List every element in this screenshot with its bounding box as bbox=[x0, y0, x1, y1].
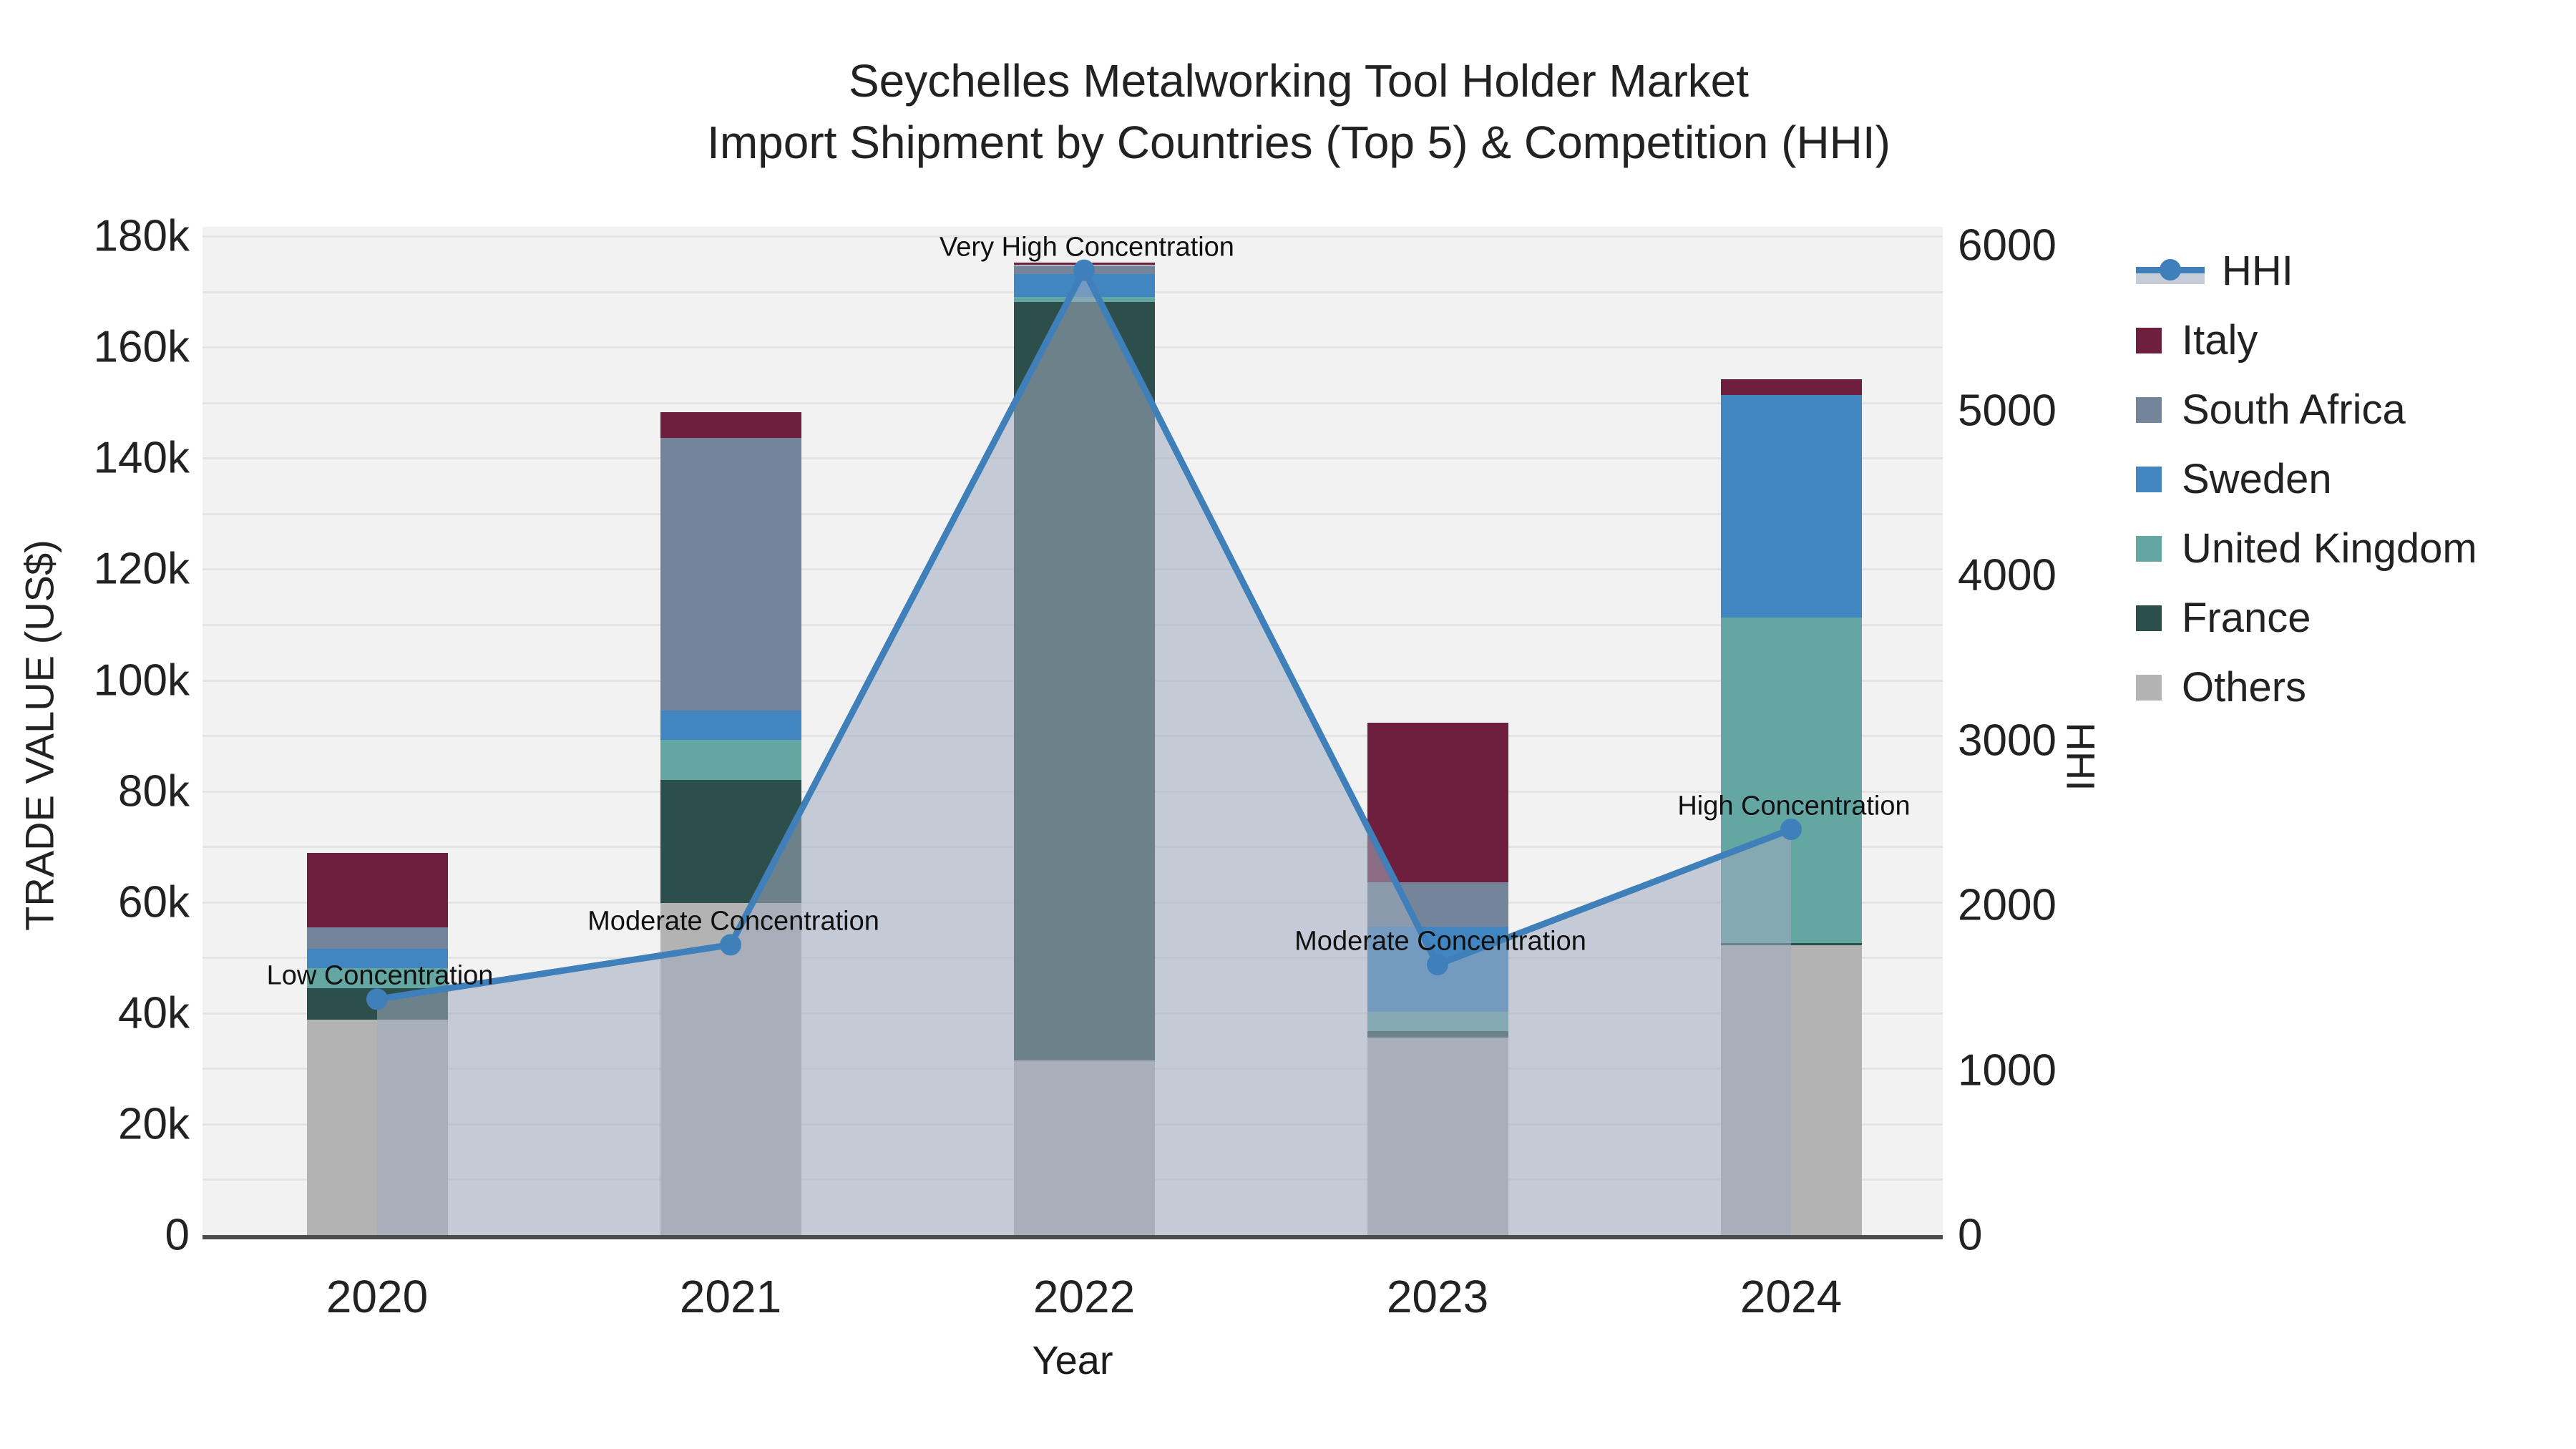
legend-label-united-kingdom: United Kingdom bbox=[2182, 525, 2477, 572]
hhi-marker-2020[interactable] bbox=[366, 988, 388, 1010]
y-right-tick-5000: 5000 bbox=[1958, 386, 2057, 436]
y-right-tick-3000: 3000 bbox=[1958, 716, 2057, 766]
hhi-area-fill bbox=[377, 270, 1791, 1235]
y-left-tick-40k: 40k bbox=[118, 988, 190, 1038]
bar-2020-south-africa[interactable] bbox=[306, 927, 448, 949]
annotation-2020: Low Concentration bbox=[266, 960, 494, 991]
legend-item-south-africa[interactable]: South Africa bbox=[2136, 375, 2477, 444]
legend-swatch-south-africa bbox=[2136, 396, 2162, 423]
y-left-tick-100k: 100k bbox=[93, 655, 190, 706]
x-axis-line bbox=[203, 1235, 1943, 1239]
annotation-2022: Very High Concentration bbox=[940, 232, 1234, 263]
bar-2024-italy[interactable] bbox=[1720, 379, 1862, 395]
legend-swatch-united-kingdom bbox=[2136, 535, 2162, 562]
y-left-tick-160k: 160k bbox=[93, 322, 190, 372]
legend-label-hhi: HHI bbox=[2222, 248, 2293, 294]
legend-item-hhi[interactable]: HHI bbox=[2136, 236, 2477, 306]
legend-swatch-others bbox=[2136, 674, 2162, 701]
y-left-tick-120k: 120k bbox=[93, 544, 190, 594]
bar-2021-sweden[interactable] bbox=[660, 711, 801, 741]
legend-item-others[interactable]: Others bbox=[2136, 653, 2477, 722]
legend-label-others: Others bbox=[2182, 664, 2307, 711]
hhi-marker-2021[interactable] bbox=[720, 934, 741, 956]
bar-2020-united-kingdom[interactable] bbox=[306, 968, 448, 988]
bar-2023-italy[interactable] bbox=[1367, 723, 1508, 882]
x-axis-title: Year bbox=[1032, 1337, 1113, 1382]
legend-swatch-france bbox=[2136, 605, 2162, 631]
bar-2020-sweden[interactable] bbox=[306, 948, 448, 968]
y-right-axis-title: HHI bbox=[2058, 722, 2104, 791]
legend-label-france: France bbox=[2182, 595, 2311, 641]
x-tick-2020: 2020 bbox=[326, 1271, 429, 1322]
legend-item-italy[interactable]: Italy bbox=[2136, 306, 2477, 375]
legend-item-united-kingdom[interactable]: United Kingdom bbox=[2136, 514, 2477, 583]
hhi-marker-2024[interactable] bbox=[1780, 818, 1802, 840]
legend-label-south-africa: South Africa bbox=[2182, 386, 2406, 433]
y-right-tick-0: 0 bbox=[1958, 1210, 1983, 1260]
y-left-tick-180k: 180k bbox=[93, 211, 190, 261]
bar-2021-south-africa[interactable] bbox=[660, 437, 801, 711]
chart-title: Seychelles Metalworking Tool Holder Mark… bbox=[11, 50, 2576, 173]
x-tick-2023: 2023 bbox=[1386, 1271, 1489, 1322]
gridline-180k bbox=[203, 235, 1943, 238]
bar-2021-italy[interactable] bbox=[660, 412, 801, 438]
y-left-tick-140k: 140k bbox=[93, 433, 190, 483]
hhi-marker-2022[interactable] bbox=[1073, 259, 1095, 281]
legend-swatch-italy bbox=[2136, 327, 2162, 353]
y-right-tick-2000: 2000 bbox=[1958, 880, 2057, 930]
bar-2020-italy[interactable] bbox=[306, 853, 448, 928]
legend-item-france[interactable]: France bbox=[2136, 583, 2477, 653]
legend: HHI Italy South Africa Sweden United Kingdom… bbox=[2136, 236, 2477, 722]
y-left-axis-title: TRADE VALUE (US$) bbox=[16, 540, 62, 931]
y-left-tick-80k: 80k bbox=[118, 766, 190, 816]
legend-label-sweden: Sweden bbox=[2182, 456, 2332, 502]
annotation-2021: Moderate Concentration bbox=[587, 906, 879, 937]
y-right-tick-1000: 1000 bbox=[1958, 1045, 2057, 1095]
y-right-tick-4000: 4000 bbox=[1958, 550, 2057, 600]
annotation-2024: High Concentration bbox=[1677, 791, 1911, 821]
y-right-tick-6000: 6000 bbox=[1958, 220, 2057, 270]
bar-2021-united-kingdom[interactable] bbox=[660, 740, 801, 781]
x-tick-2021: 2021 bbox=[679, 1271, 782, 1322]
legend-label-italy: Italy bbox=[2182, 317, 2258, 364]
x-tick-2024: 2024 bbox=[1740, 1271, 1843, 1322]
x-tick-2022: 2022 bbox=[1033, 1271, 1136, 1322]
hhi-line-layer bbox=[366, 259, 1802, 1235]
legend-item-sweden[interactable]: Sweden bbox=[2136, 444, 2477, 514]
legend-hhi-line-sample bbox=[2136, 257, 2205, 286]
y-left-tick-60k: 60k bbox=[118, 877, 190, 927]
annotation-2023: Moderate Concentration bbox=[1294, 926, 1586, 957]
chart-title-line1: Seychelles Metalworking Tool Holder Mark… bbox=[848, 55, 1750, 107]
y-left-tick-20k: 20k bbox=[118, 1099, 190, 1149]
y-left-tick-0: 0 bbox=[165, 1210, 190, 1260]
hhi-marker-2023[interactable] bbox=[1427, 953, 1448, 975]
chart-title-line2: Import Shipment by Countries (Top 5) & C… bbox=[707, 117, 1890, 168]
legend-swatch-sweden bbox=[2136, 466, 2162, 492]
bar-2024-sweden[interactable] bbox=[1720, 394, 1862, 618]
